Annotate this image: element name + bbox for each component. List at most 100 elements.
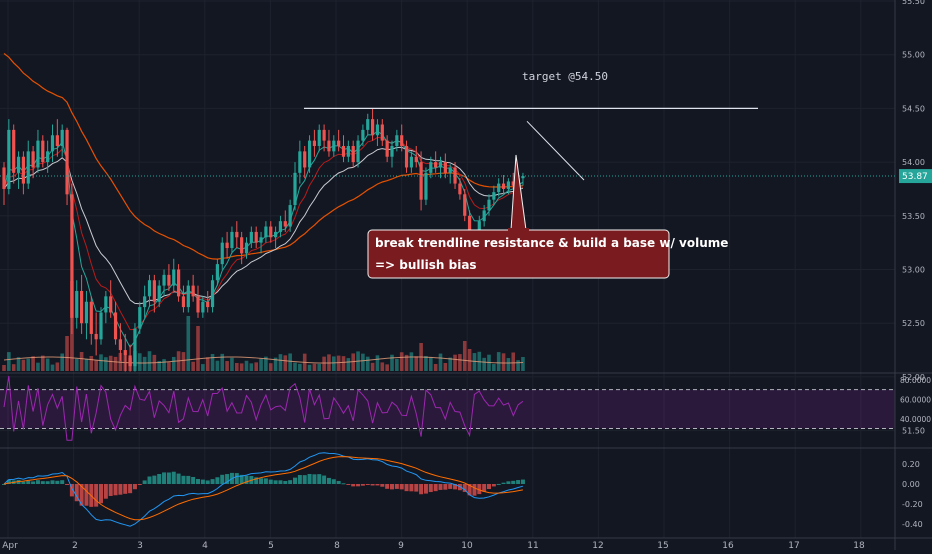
volume-bar [138, 353, 142, 371]
volume-bar [458, 354, 462, 371]
volume-bar [511, 352, 516, 371]
volume-bar [336, 355, 341, 371]
time-tick-label: 8 [334, 541, 340, 550]
macd-signal-line [3, 456, 523, 521]
candle-body [264, 226, 268, 238]
candle-body [152, 280, 156, 302]
candle-body [380, 124, 384, 141]
candle-body [395, 135, 399, 146]
drawings [304, 107, 758, 181]
volume-bar [433, 363, 438, 371]
macd-histogram-bar [414, 484, 419, 492]
macd-histogram-bar [6, 479, 11, 484]
candle-body [220, 242, 224, 265]
volume-bar [84, 358, 89, 371]
candle-body [167, 274, 171, 286]
volume-bar [244, 360, 249, 371]
macd-histogram-bar [162, 472, 167, 484]
candle-body [274, 231, 278, 238]
volume-bar [215, 360, 220, 371]
candle-body [332, 140, 336, 152]
volume-bar [365, 356, 370, 371]
macd-histogram-bar [234, 473, 239, 484]
candle-body [259, 237, 263, 243]
volume-bar [492, 364, 496, 371]
volume-bar [196, 326, 200, 371]
candle-body [322, 129, 326, 141]
candle-body [303, 151, 307, 168]
macd-histogram-bar [99, 484, 103, 504]
annotation-line-2: => bullish bias [375, 258, 477, 272]
candle-body [458, 183, 462, 195]
volume-bar [142, 356, 147, 371]
macd-histogram-bar [69, 484, 74, 497]
volume-bar [99, 354, 103, 371]
volume-bar [201, 364, 205, 371]
macd-histogram-bar [60, 480, 65, 484]
volume-bar [293, 362, 297, 371]
macd-histogram-bar [496, 483, 501, 485]
macd-histogram-bar [399, 484, 404, 490]
macd-histogram-bar [79, 484, 84, 506]
candle-body [288, 205, 292, 227]
volume-bar [235, 363, 239, 371]
volume-bar [404, 354, 409, 371]
candle-body [186, 285, 190, 308]
candle-body [12, 129, 16, 173]
annotation-line-1: break trendline resistance & build a bas… [375, 236, 728, 250]
volume-bar [147, 351, 152, 371]
candle-body [16, 156, 21, 173]
candle-body [75, 290, 79, 318]
volume-bar [438, 353, 443, 371]
macd-histogram-bar [346, 484, 351, 485]
volume-bar [79, 352, 84, 371]
rsi-tick-label: 80.0000 [900, 376, 931, 385]
macd-histogram-bar [152, 475, 157, 484]
macd-histogram-bar [491, 484, 496, 487]
macd-histogram-bar [45, 481, 50, 484]
macd-histogram-bar [220, 474, 225, 484]
macd-histogram-bar [385, 484, 390, 489]
time-tick-label: 12 [592, 541, 603, 550]
macd-histogram-bar [326, 477, 331, 484]
macd-histogram-bar [132, 484, 137, 490]
macd-histogram-bar [196, 479, 200, 484]
volume-bar [225, 361, 229, 371]
macd-histogram-bar [487, 484, 491, 490]
macd-histogram-bar [21, 481, 26, 484]
annotation-callout[interactable]: break trendline resistance & build a bas… [367, 154, 728, 279]
candle-body [424, 172, 428, 200]
macd-histogram-bar [181, 475, 186, 484]
candle-body [94, 333, 98, 340]
volume-bar [249, 363, 254, 371]
macd-histogram-bar [341, 483, 346, 485]
volume-bar [89, 355, 94, 371]
macd-histogram-bar [409, 484, 414, 492]
volume-bar [186, 316, 191, 371]
candle-body [404, 145, 409, 168]
candle-body [147, 280, 152, 297]
volume-bar [259, 358, 263, 371]
time-tick-label: 10 [461, 541, 473, 550]
time-tick-label: 3 [137, 541, 143, 550]
macd-histogram-bar [225, 474, 230, 484]
candle-body [157, 285, 161, 302]
candle-body [307, 140, 312, 168]
price-tick-label: 52.50 [902, 319, 925, 328]
macd-histogram-bar [423, 484, 428, 494]
candle-body [225, 242, 229, 249]
candle-body [341, 145, 346, 157]
macd-histogram-bar [351, 484, 356, 487]
macd-histogram-bar [380, 484, 385, 487]
volume-bar [472, 353, 477, 371]
time-tick-label: 18 [853, 541, 865, 550]
volume-bar [453, 354, 457, 371]
candle-body [293, 172, 297, 206]
candle-body [113, 312, 118, 340]
macd-histogram-bar [50, 480, 55, 484]
candle-body [41, 140, 45, 163]
macd-histogram-bar [336, 480, 341, 484]
macd-histogram-bar [370, 484, 375, 486]
